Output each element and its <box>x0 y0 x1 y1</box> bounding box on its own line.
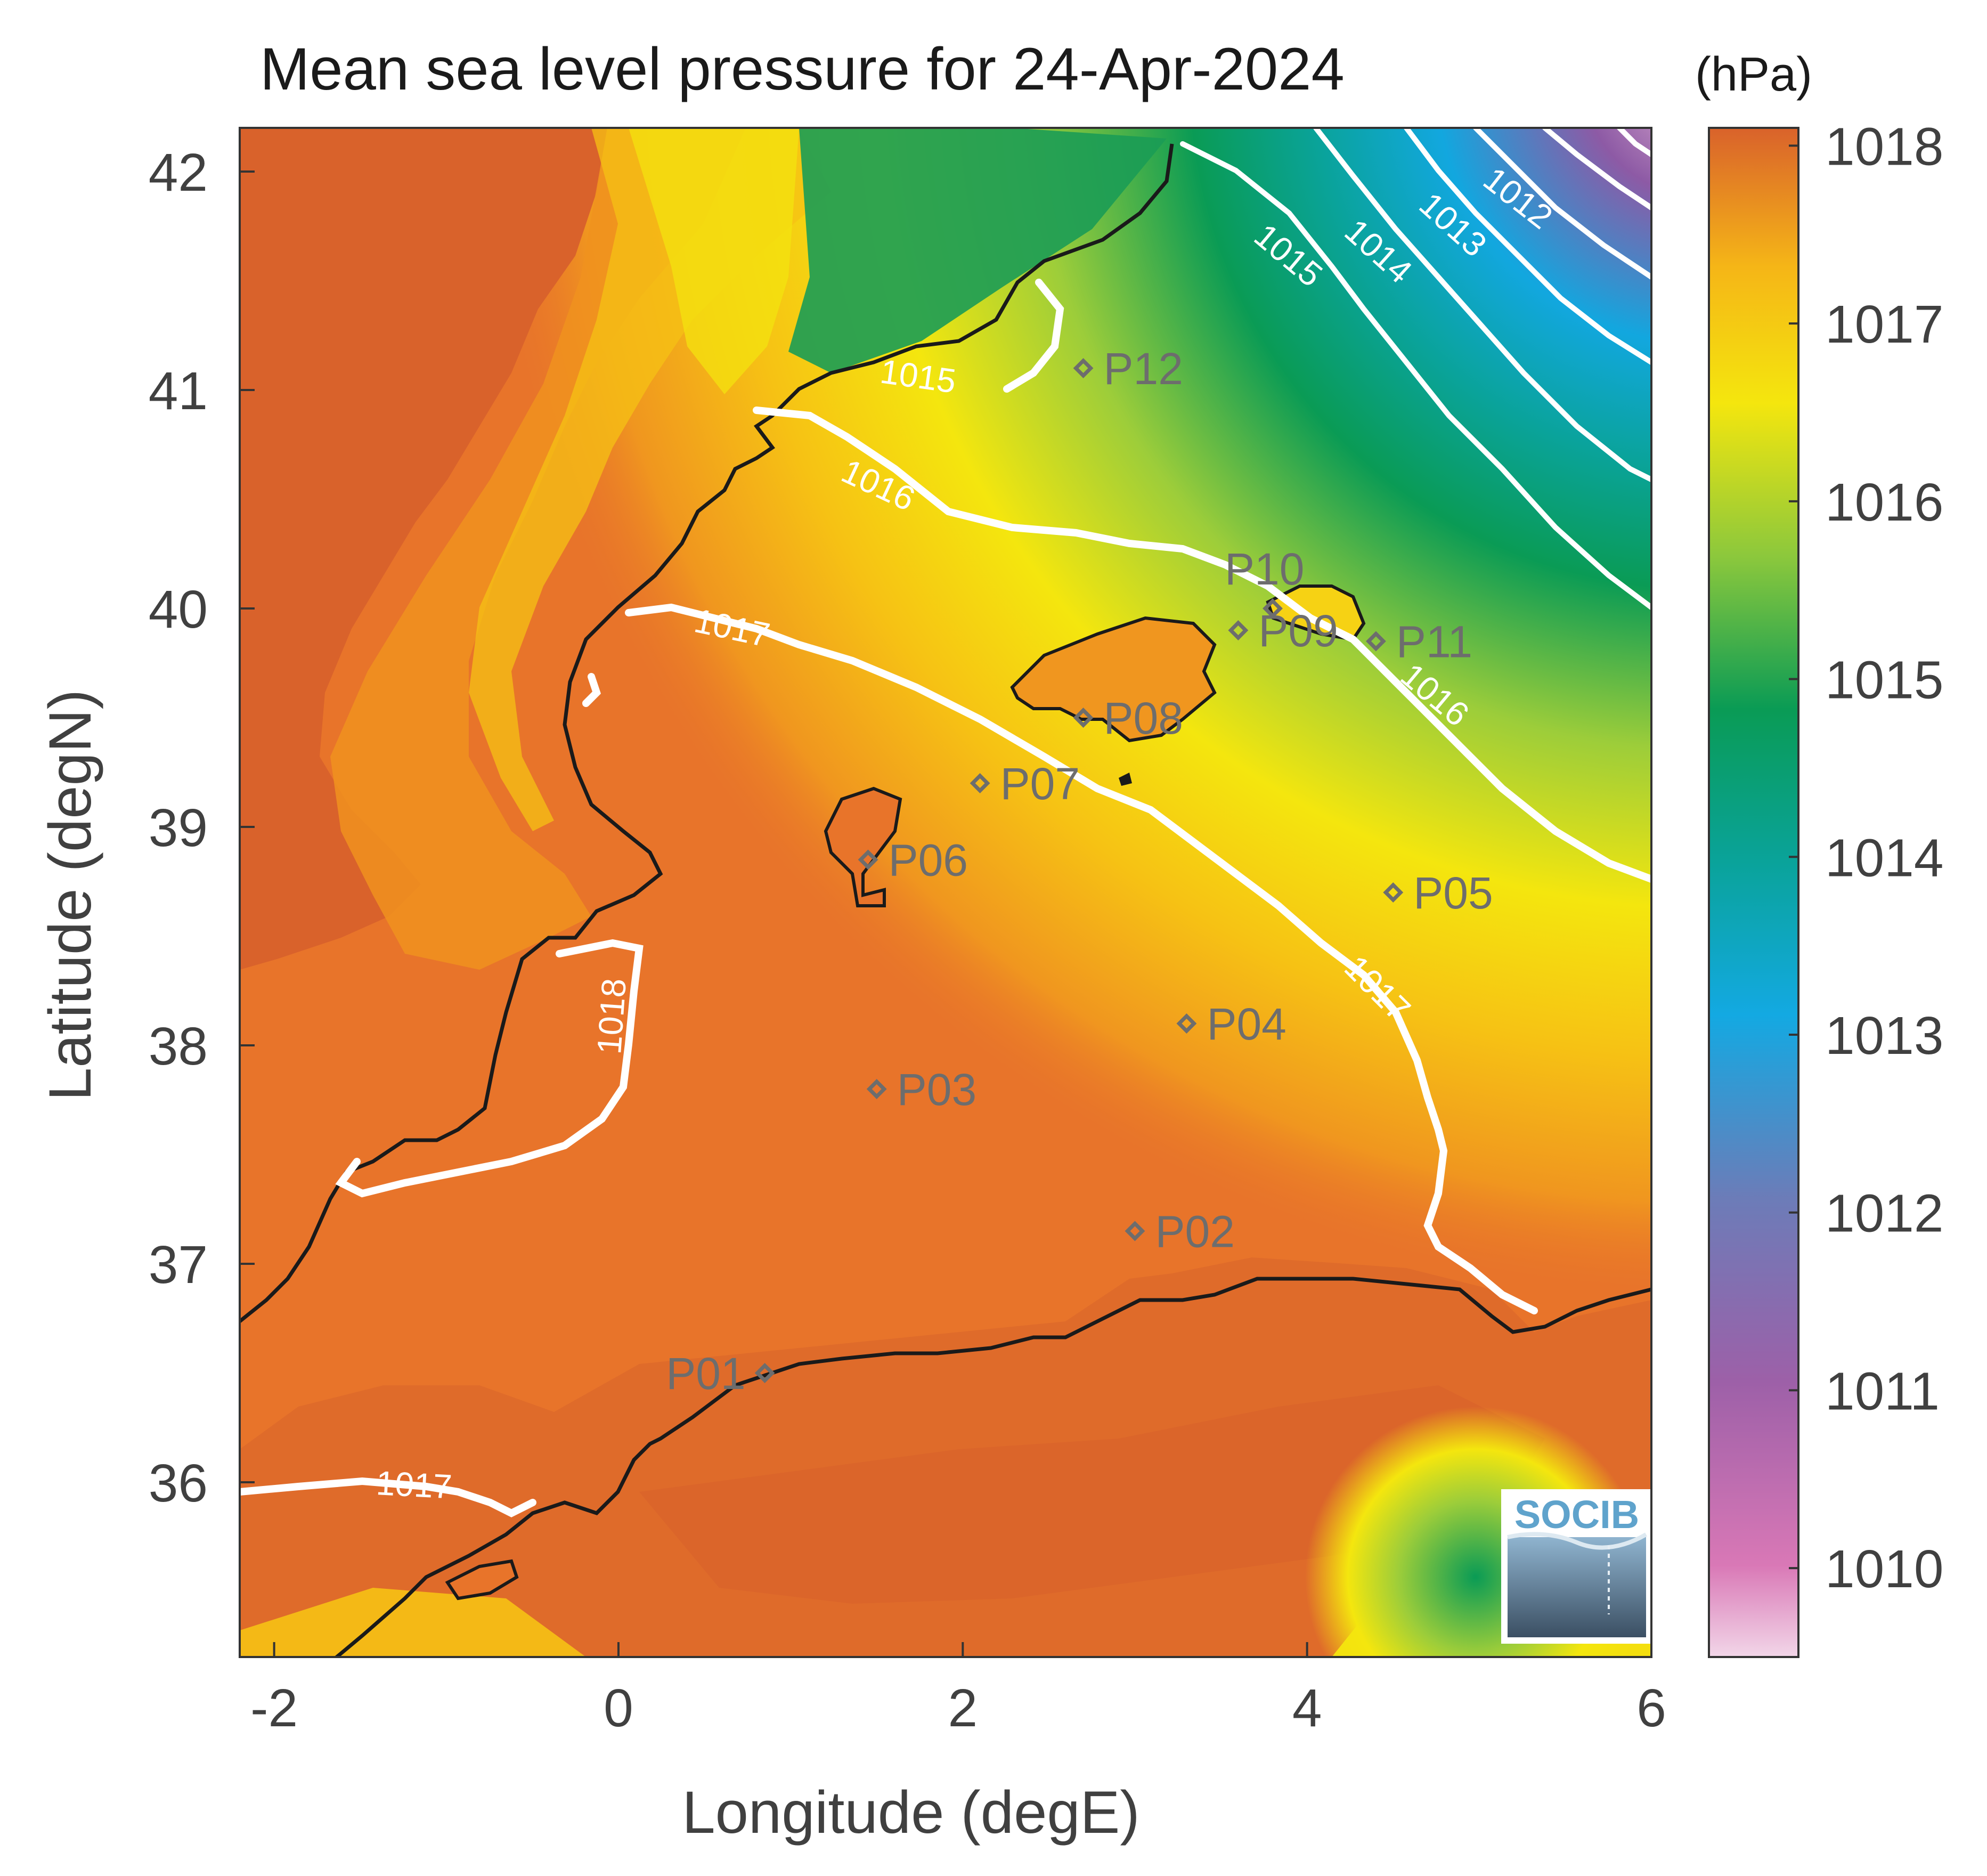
isobar-1013 <box>1404 128 1651 365</box>
map-title: Mean sea level pressure for 24-Apr-2024 <box>260 36 1345 102</box>
colorbar-tick-label: 1013 <box>1825 1006 1943 1066</box>
isobar-label: 1018 <box>590 977 633 1055</box>
mallorca-island <box>1010 616 1217 743</box>
station-label: P08 <box>1104 693 1183 743</box>
station-label: P07 <box>1000 759 1080 809</box>
isobar-lines <box>240 128 1651 1517</box>
north-africa-yellow-west <box>240 1588 586 1657</box>
menorca-island <box>1266 584 1366 641</box>
iberia-land <box>240 128 607 970</box>
africa-coastline <box>333 1277 1651 1657</box>
logo-text: SOCIB <box>1514 1492 1639 1537</box>
y-tick-label: 36 <box>149 1453 208 1513</box>
iberia-coastline <box>240 143 1174 1323</box>
logo-wave <box>1507 1532 1647 1550</box>
colorbar-gradient <box>1708 127 1799 1658</box>
catalonia-yellow <box>629 128 799 394</box>
colorbar-tick-label: 1018 <box>1825 117 1943 176</box>
ebro-delta-green <box>788 128 1167 373</box>
y-tick-label: 41 <box>149 361 208 421</box>
y-tick-label: 39 <box>149 798 208 858</box>
isobar-1018 <box>335 939 644 1198</box>
isobar-1017-arc <box>582 673 601 707</box>
x-tick-label: 0 <box>604 1678 633 1738</box>
station-label: P03 <box>897 1065 976 1115</box>
x-tick-label: 4 <box>1292 1678 1322 1738</box>
cabrera-island <box>1119 773 1132 786</box>
ibiza-island <box>824 786 902 907</box>
colorbar-tick-label: 1014 <box>1825 828 1943 888</box>
station-marker <box>1365 631 1386 652</box>
station-label: P01 <box>666 1349 745 1399</box>
isobar-1014 <box>1313 128 1651 482</box>
station-marker <box>858 849 878 870</box>
colorbar-ticks: 1010 1011 1012 1013 1014 1015 1016 1017 1018 <box>1789 117 1943 1599</box>
y-tick-label: 42 <box>149 143 208 202</box>
pressure-map: 1015 1015 1016 1016 1017 1017 1017 1018 … <box>240 128 1651 1657</box>
isobar-label: 1017 <box>375 1464 453 1506</box>
isobar-1010 <box>1617 128 1651 157</box>
y-tick-label: 37 <box>149 1235 208 1295</box>
colorbar: 1010 1011 1012 1013 1014 1015 1016 1017 1018 (hP… <box>1695 48 1943 1658</box>
colorbar-tick-label: 1011 <box>1825 1361 1940 1421</box>
station-marker <box>1228 620 1249 640</box>
station-label: P05 <box>1413 868 1493 918</box>
station-marker <box>1263 598 1283 619</box>
iberia-highlands <box>469 128 831 831</box>
logo-panel <box>1508 1537 1646 1637</box>
station-label: P12 <box>1104 344 1183 394</box>
station-marker <box>1383 882 1404 903</box>
station-marker <box>1176 1013 1197 1034</box>
isobar-1012 <box>1473 128 1651 280</box>
colorbar-tick-label: 1015 <box>1825 651 1943 710</box>
y-tick-label: 38 <box>149 1017 208 1076</box>
isobar-1015-pocket <box>1003 279 1064 393</box>
station-label: P02 <box>1155 1207 1234 1257</box>
y-axis-ticks: 36 37 38 39 40 41 42 <box>149 143 255 1513</box>
map-frame <box>239 127 1652 1658</box>
station-label: P06 <box>889 835 968 886</box>
x-tick-label: -2 <box>250 1678 298 1738</box>
y-tick-label: 40 <box>149 580 208 639</box>
station-marker <box>1125 1221 1145 1241</box>
station-marker <box>1073 358 1094 378</box>
socib-logo: SOCIB <box>1501 1489 1650 1644</box>
isobar-1015-north <box>1180 141 1651 610</box>
station-label: P11 <box>1396 617 1472 667</box>
isobar-1017 <box>625 603 1538 1314</box>
colorbar-tick-label: 1010 <box>1825 1539 1943 1599</box>
station-marker <box>866 1079 887 1099</box>
alboran-land-patch <box>445 1559 519 1601</box>
iberia-transition <box>330 128 746 970</box>
station-marker <box>970 773 990 793</box>
station-label: P04 <box>1207 999 1286 1049</box>
station-marker <box>754 1363 775 1383</box>
x-tick-label: 6 <box>1636 1678 1666 1738</box>
isobar-1017-south <box>240 1477 536 1517</box>
x-axis-ticks: -2 0 2 4 6 <box>250 1642 1666 1738</box>
x-tick-label: 2 <box>948 1678 978 1738</box>
colorbar-tick-label: 1016 <box>1825 473 1943 532</box>
colorbar-unit: (hPa) <box>1695 48 1812 101</box>
colorbar-tick-label: 1012 <box>1825 1184 1943 1244</box>
station-label: P10 <box>1225 544 1304 594</box>
isobar-1011 <box>1542 128 1651 210</box>
isobar-1016 <box>753 407 1651 883</box>
station-marker <box>1073 708 1094 728</box>
y-axis-label: Latitude (degN) <box>37 689 103 1101</box>
colorbar-tick-label: 1017 <box>1825 295 1943 354</box>
x-axis-label: Longitude (degE) <box>682 1779 1139 1846</box>
